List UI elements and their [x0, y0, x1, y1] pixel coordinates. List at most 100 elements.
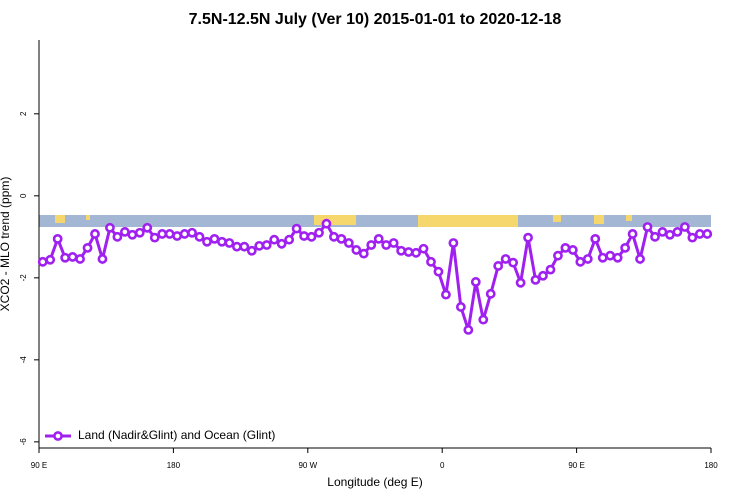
data-point [396, 245, 407, 256]
data-point [679, 222, 690, 232]
data-point [582, 254, 593, 264]
data-point [90, 229, 100, 239]
land-strip [55, 215, 65, 223]
data-point [605, 250, 616, 261]
data-point [448, 238, 459, 248]
y-tick-label: -2 [19, 274, 28, 282]
data-point [321, 218, 332, 229]
data-point [202, 236, 212, 247]
land-strip [314, 215, 356, 225]
data-point [217, 236, 227, 247]
data-point [299, 231, 309, 241]
data-point [37, 256, 48, 267]
data-point [329, 231, 339, 242]
ocean-strip [39, 215, 711, 227]
data-point [358, 248, 369, 259]
map-strip [39, 215, 711, 227]
data-point [433, 266, 444, 277]
data-point [269, 234, 280, 245]
data-point [500, 254, 511, 264]
x-tick-label: 90 E [31, 461, 47, 470]
data-point [157, 229, 168, 239]
data-point [343, 238, 354, 248]
data-point [209, 233, 220, 244]
data-point [172, 231, 183, 241]
data-point [620, 242, 631, 253]
data-point [642, 222, 653, 232]
data-point [52, 233, 63, 244]
data-point [284, 234, 295, 245]
data-point [231, 241, 242, 252]
data-point [627, 229, 638, 239]
land-strip [553, 215, 561, 222]
data-point [179, 229, 190, 239]
data-point [508, 257, 519, 268]
data-point [164, 229, 175, 239]
data-point [388, 238, 399, 248]
data-point [470, 277, 481, 287]
land-strip [86, 215, 90, 220]
data-point [575, 256, 586, 267]
data-point [650, 231, 660, 242]
data-point [239, 241, 250, 252]
data-point [597, 252, 608, 263]
data-point [687, 232, 698, 243]
data-point [60, 252, 71, 263]
legend-label: Land (Nadir&Glint) and Ocean (Glint) [78, 428, 275, 442]
data-point [672, 227, 683, 237]
data-point [553, 250, 563, 261]
chart-title: 7.5N-12.5N July (Ver 10) 2015-01-01 to 2… [189, 11, 562, 28]
x-axis-label: Longitude (deg E) [327, 475, 422, 489]
data-point [224, 238, 235, 248]
land-strip [418, 215, 518, 227]
x-tick-label: 0 [440, 461, 445, 470]
land-strip [594, 215, 604, 224]
data-point [418, 243, 429, 254]
data-point [478, 314, 489, 325]
y-tick-label: -4 [19, 356, 28, 364]
data-point [560, 242, 571, 253]
data-point [455, 302, 466, 312]
data-point [515, 277, 526, 288]
data-point [254, 240, 265, 251]
data-point [134, 227, 145, 238]
data-point [82, 242, 93, 253]
data-point [493, 261, 504, 271]
y-tick-label: -6 [19, 438, 28, 446]
data-point [336, 233, 347, 244]
data-point [567, 245, 578, 255]
data-point [112, 231, 123, 242]
data-point [381, 240, 392, 250]
data-point [373, 233, 384, 244]
y-tick-label: 2 [19, 111, 28, 116]
data-point [75, 254, 85, 264]
data-point [351, 245, 362, 255]
data-point [463, 325, 474, 335]
y-axis-label: XCO2 - MLO trend (ppm) [0, 177, 12, 312]
data-point [97, 254, 108, 264]
data-point [291, 223, 302, 234]
data-point [261, 240, 272, 250]
x-tick-label: 180 [704, 461, 718, 470]
data-point [403, 247, 414, 257]
data-point [441, 289, 451, 300]
data-point [411, 247, 421, 258]
data-point [306, 231, 317, 242]
data-point [485, 288, 496, 299]
data-point [545, 264, 556, 275]
data-point [612, 252, 623, 263]
land-strip [626, 215, 632, 221]
y-tick-label: 0 [19, 193, 28, 198]
data-point [187, 227, 197, 238]
data-point [127, 229, 138, 240]
data-point [149, 232, 160, 243]
data-point [523, 232, 533, 243]
x-tick-label: 90 W [298, 461, 317, 470]
data-point [314, 227, 324, 238]
x-tick-label: 90 E [568, 461, 584, 470]
data-point [276, 238, 287, 249]
data-point [530, 274, 541, 285]
data-point [538, 270, 548, 281]
legend-marker [53, 431, 63, 441]
